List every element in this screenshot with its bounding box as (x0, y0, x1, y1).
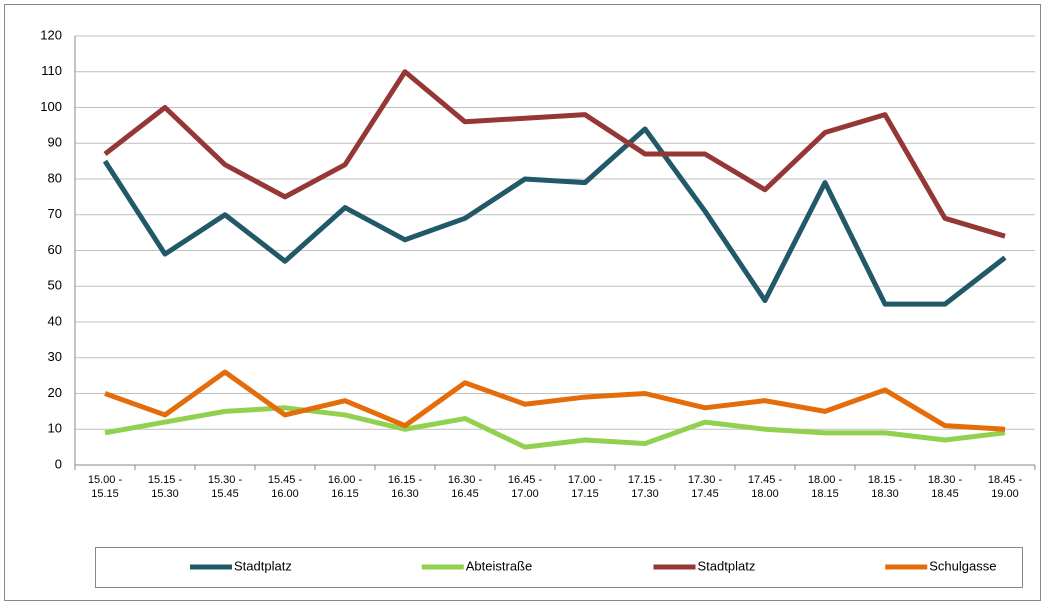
legend-label: Schulgasse (929, 558, 996, 573)
y-tick-label: 90 (48, 135, 62, 150)
x-tick-label: 17.45 - 18.00 (747, 474, 783, 500)
series-line (104, 369, 1006, 432)
legend-box (95, 547, 1023, 588)
x-tick-label: 15.45 - 16.00 (267, 474, 303, 500)
x-tick-label: 16.45 - 17.00 (507, 474, 543, 500)
y-tick-label: 0 (55, 456, 62, 471)
x-tick-label: 16.30 - 16.45 (447, 474, 483, 500)
y-tick-label: 40 (48, 313, 62, 328)
series-line (103, 69, 1006, 239)
x-tick-label: 16.15 - 16.30 (387, 474, 423, 500)
x-tick-label: 16.00 - 16.15 (327, 474, 363, 500)
x-tick-label: 18.30 - 18.45 (927, 474, 963, 500)
y-tick-label: 30 (48, 349, 62, 364)
x-tick-label: 17.30 - 17.45 (687, 474, 723, 500)
y-tick-label: 100 (40, 99, 62, 114)
y-tick-label: 60 (48, 242, 62, 257)
legend-label: Stadtplatz (698, 558, 756, 573)
y-tick-label: 50 (48, 278, 62, 293)
y-tick-label: 120 (40, 27, 62, 42)
x-tick-label: 17.00 - 17.15 (567, 474, 603, 500)
series-line (102, 126, 1007, 307)
y-tick-label: 10 (48, 421, 62, 436)
x-tick-label: 18.45 - 19.00 (987, 474, 1023, 500)
legend-label: Stadtplatz (234, 558, 292, 573)
y-tick-label: 80 (48, 170, 62, 185)
x-tick-label: 18.00 - 18.15 (807, 474, 843, 500)
x-tick-label: 15.30 - 15.45 (207, 474, 243, 500)
x-tick-label: 15.15 - 15.30 (147, 474, 183, 500)
y-tick-label: 110 (41, 63, 62, 78)
series-line (104, 405, 1006, 450)
y-tick-label: 70 (48, 206, 62, 221)
y-tick-label: 20 (48, 385, 62, 400)
legend-label: Abteistraße (466, 558, 532, 573)
x-tick-label: 18.15 - 18.30 (867, 474, 903, 500)
chart-border (4, 4, 1041, 601)
x-tick-label: 15.00 - 15.15 (87, 474, 123, 500)
x-tick-label: 17.15 - 17.30 (627, 474, 663, 500)
